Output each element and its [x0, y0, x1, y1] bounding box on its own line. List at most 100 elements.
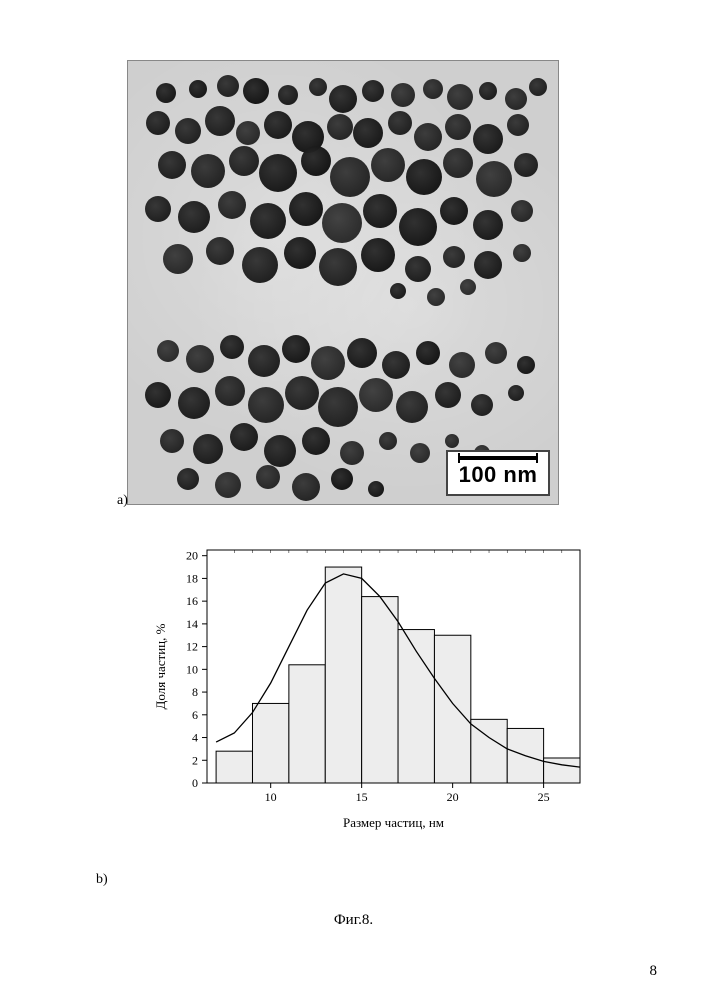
- nanoparticle: [435, 382, 461, 408]
- scalebar-line: [458, 456, 538, 460]
- nanoparticle: [353, 118, 383, 148]
- nanoparticle: [250, 203, 286, 239]
- svg-text:12: 12: [186, 640, 198, 654]
- histogram-bar: [544, 758, 580, 783]
- nanoparticle: [278, 85, 298, 105]
- nanoparticle: [309, 78, 327, 96]
- nanoparticle: [319, 248, 357, 286]
- nanoparticle: [264, 111, 292, 139]
- nanoparticle: [485, 342, 507, 364]
- nanoparticle: [508, 385, 524, 401]
- svg-text:25: 25: [538, 790, 550, 804]
- nanoparticle: [445, 114, 471, 140]
- svg-text:20: 20: [447, 790, 459, 804]
- nanoparticle: [423, 79, 443, 99]
- nanoparticle: [301, 146, 331, 176]
- scalebar-label: 100 nm: [458, 462, 538, 488]
- nanoparticle: [340, 441, 364, 465]
- nanoparticle: [220, 335, 244, 359]
- nanoparticle: [505, 88, 527, 110]
- nanoparticle: [256, 465, 280, 489]
- nanoparticle: [248, 345, 280, 377]
- panel-label-a: a): [117, 493, 128, 509]
- nanoparticle: [363, 194, 397, 228]
- nanoparticle: [406, 159, 442, 195]
- nanoparticle: [156, 83, 176, 103]
- histogram-bar: [471, 719, 507, 783]
- scalebar: 100 nm: [446, 450, 550, 496]
- nanoparticle: [474, 251, 502, 279]
- histogram-chart: 0246810121416182010152025Размер частиц, …: [145, 540, 595, 845]
- nanoparticle: [416, 341, 440, 365]
- nanoparticle: [382, 351, 410, 379]
- nanoparticle: [146, 111, 170, 135]
- nanoparticle: [443, 246, 465, 268]
- nanoparticle: [186, 345, 214, 373]
- nanoparticle: [189, 80, 207, 98]
- nanoparticle: [264, 435, 296, 467]
- nanoparticle: [347, 338, 377, 368]
- nanoparticle: [379, 432, 397, 450]
- nanoparticle: [473, 124, 503, 154]
- panel-label-b: b): [96, 872, 108, 888]
- nanoparticle: [215, 376, 245, 406]
- nanoparticle: [157, 340, 179, 362]
- svg-text:10: 10: [265, 790, 277, 804]
- nanoparticle: [193, 434, 223, 464]
- nanoparticle: [218, 191, 246, 219]
- nanoparticle: [330, 157, 370, 197]
- svg-text:0: 0: [192, 776, 198, 790]
- nanoparticle: [445, 434, 459, 448]
- nanoparticle: [507, 114, 529, 136]
- nanoparticle: [460, 279, 476, 295]
- nanoparticle: [391, 83, 415, 107]
- svg-text:8: 8: [192, 685, 198, 699]
- nanoparticle: [440, 197, 468, 225]
- nanoparticle: [359, 378, 393, 412]
- nanoparticle: [517, 356, 535, 374]
- histogram-panel: 0246810121416182010152025Размер частиц, …: [145, 540, 595, 860]
- nanoparticle: [322, 203, 362, 243]
- nanoparticle: [292, 473, 320, 501]
- nanoparticle: [215, 472, 241, 498]
- nanoparticle: [371, 148, 405, 182]
- nanoparticle: [282, 335, 310, 363]
- nanoparticle: [479, 82, 497, 100]
- nanoparticle: [230, 423, 258, 451]
- nanoparticle: [368, 481, 384, 497]
- nanoparticle: [476, 161, 512, 197]
- nanoparticle: [145, 382, 171, 408]
- page-number: 8: [650, 963, 658, 980]
- nanoparticle: [514, 153, 538, 177]
- svg-text:2: 2: [192, 753, 198, 767]
- nanoparticle: [329, 85, 357, 113]
- nanoparticle: [160, 429, 184, 453]
- svg-text:Доля частиц, %: Доля частиц, %: [153, 623, 168, 709]
- nanoparticle: [388, 111, 412, 135]
- nanoparticle: [236, 121, 260, 145]
- nanoparticle: [289, 192, 323, 226]
- nanoparticle: [259, 154, 297, 192]
- nanoparticle: [449, 352, 475, 378]
- nanoparticle: [513, 244, 531, 262]
- nanoparticle: [361, 238, 395, 272]
- nanoparticle: [399, 208, 437, 246]
- nanoparticle: [331, 468, 353, 490]
- nanoparticle: [427, 288, 445, 306]
- histogram-bar: [252, 703, 288, 783]
- nanoparticle: [217, 75, 239, 97]
- svg-text:6: 6: [192, 708, 198, 722]
- nanoparticle: [318, 387, 358, 427]
- svg-text:Размер частиц, нм: Размер частиц, нм: [343, 815, 444, 830]
- nanoparticle: [229, 146, 259, 176]
- nanoparticle: [511, 200, 533, 222]
- histogram-bar: [398, 630, 434, 783]
- histogram-bar: [289, 665, 325, 783]
- nanoparticle: [248, 387, 284, 423]
- nanoparticle: [410, 443, 430, 463]
- nanoparticle: [529, 78, 547, 96]
- nanoparticle: [145, 196, 171, 222]
- nanoparticle: [175, 118, 201, 144]
- nanoparticle: [205, 106, 235, 136]
- micrograph-panel: 100 nm: [127, 60, 559, 505]
